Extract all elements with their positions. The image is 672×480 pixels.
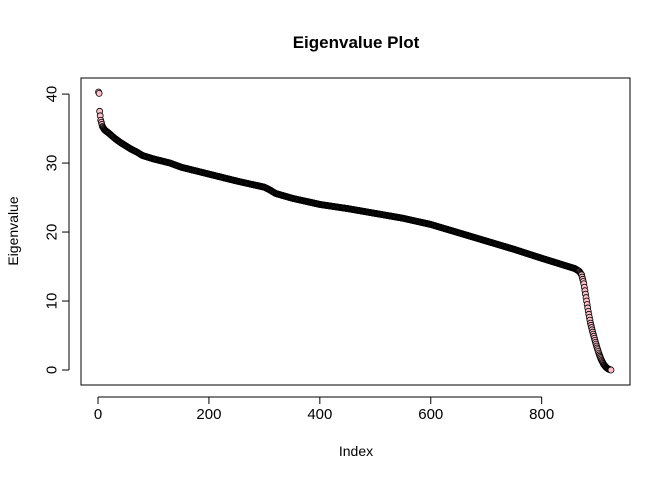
y-tick-label: 20 xyxy=(43,224,60,241)
x-axis: 0 200 400 600 800 xyxy=(94,396,554,423)
y-tick-label: 0 xyxy=(43,366,60,374)
y-tick-label: 30 xyxy=(43,155,60,172)
data-point xyxy=(95,89,103,97)
plot-frame xyxy=(80,77,631,386)
data-points xyxy=(95,88,615,374)
chart-title: Eigenvalue Plot xyxy=(293,33,420,52)
y-axis: 0 10 20 30 40 xyxy=(43,86,70,374)
x-tick-label: 800 xyxy=(529,406,554,423)
y-tick-label: 10 xyxy=(43,293,60,310)
y-tick-label: 40 xyxy=(43,86,60,103)
data-point xyxy=(607,366,615,374)
x-tick-label: 600 xyxy=(418,406,443,423)
x-tick-label: 400 xyxy=(307,406,332,423)
y-axis-label: Eigenvalue xyxy=(5,196,21,265)
x-axis-label: Index xyxy=(339,443,373,459)
x-tick-label: 200 xyxy=(196,406,221,423)
x-tick-label: 0 xyxy=(94,406,102,423)
